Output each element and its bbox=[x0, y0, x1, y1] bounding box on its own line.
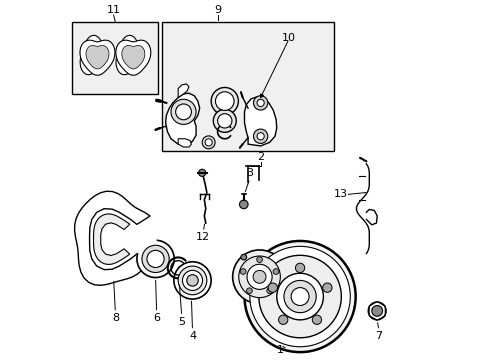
Circle shape bbox=[257, 133, 264, 140]
Text: 10: 10 bbox=[282, 33, 296, 43]
Text: 4: 4 bbox=[188, 331, 196, 341]
Circle shape bbox=[241, 254, 246, 260]
Polygon shape bbox=[165, 93, 199, 145]
Circle shape bbox=[253, 96, 267, 110]
Polygon shape bbox=[122, 45, 144, 69]
Circle shape bbox=[253, 129, 267, 143]
Circle shape bbox=[204, 139, 212, 146]
Bar bbox=[72, 22, 158, 94]
Circle shape bbox=[276, 273, 323, 320]
Circle shape bbox=[211, 87, 238, 115]
Circle shape bbox=[215, 92, 234, 111]
Circle shape bbox=[367, 302, 386, 320]
Circle shape bbox=[142, 245, 169, 273]
Circle shape bbox=[246, 264, 271, 289]
Text: 9: 9 bbox=[214, 5, 221, 15]
Circle shape bbox=[213, 109, 236, 132]
Text: 3: 3 bbox=[246, 168, 253, 178]
Circle shape bbox=[240, 269, 245, 274]
Circle shape bbox=[266, 288, 272, 294]
Circle shape bbox=[174, 262, 211, 299]
Polygon shape bbox=[178, 84, 188, 98]
Circle shape bbox=[198, 169, 205, 176]
Bar bbox=[162, 22, 333, 151]
Circle shape bbox=[178, 266, 206, 295]
Circle shape bbox=[244, 241, 355, 352]
Circle shape bbox=[258, 255, 341, 338]
Circle shape bbox=[217, 114, 231, 128]
Circle shape bbox=[312, 315, 321, 324]
Polygon shape bbox=[75, 191, 150, 285]
Circle shape bbox=[202, 136, 215, 149]
Circle shape bbox=[322, 283, 331, 292]
Text: 1: 1 bbox=[276, 345, 283, 355]
Text: 11: 11 bbox=[106, 5, 121, 15]
Circle shape bbox=[284, 280, 316, 313]
Text: 12: 12 bbox=[196, 232, 210, 242]
Circle shape bbox=[232, 250, 286, 304]
Circle shape bbox=[257, 99, 264, 107]
Circle shape bbox=[272, 269, 278, 274]
Circle shape bbox=[171, 99, 196, 125]
Text: 2: 2 bbox=[257, 152, 264, 162]
Polygon shape bbox=[178, 139, 191, 147]
Circle shape bbox=[290, 288, 308, 306]
Polygon shape bbox=[86, 45, 109, 69]
Circle shape bbox=[246, 288, 252, 294]
Polygon shape bbox=[80, 40, 115, 75]
Circle shape bbox=[147, 250, 164, 267]
Circle shape bbox=[186, 275, 198, 286]
Polygon shape bbox=[80, 35, 103, 75]
Circle shape bbox=[239, 200, 247, 209]
Wedge shape bbox=[113, 218, 156, 261]
Circle shape bbox=[249, 246, 349, 347]
Circle shape bbox=[182, 270, 202, 291]
Polygon shape bbox=[116, 35, 139, 75]
Text: 6: 6 bbox=[153, 313, 160, 323]
Text: 8: 8 bbox=[112, 313, 119, 323]
Text: 7: 7 bbox=[375, 331, 382, 341]
Circle shape bbox=[238, 256, 280, 298]
Circle shape bbox=[256, 257, 262, 262]
Circle shape bbox=[253, 270, 265, 283]
Polygon shape bbox=[116, 40, 150, 75]
Polygon shape bbox=[93, 214, 129, 264]
Circle shape bbox=[175, 104, 191, 120]
Circle shape bbox=[137, 240, 174, 278]
Circle shape bbox=[267, 283, 277, 292]
Circle shape bbox=[295, 263, 304, 273]
Polygon shape bbox=[244, 97, 276, 146]
Text: 5: 5 bbox=[178, 317, 185, 327]
Circle shape bbox=[371, 306, 382, 316]
Text: 13: 13 bbox=[334, 189, 347, 199]
Circle shape bbox=[278, 315, 287, 324]
